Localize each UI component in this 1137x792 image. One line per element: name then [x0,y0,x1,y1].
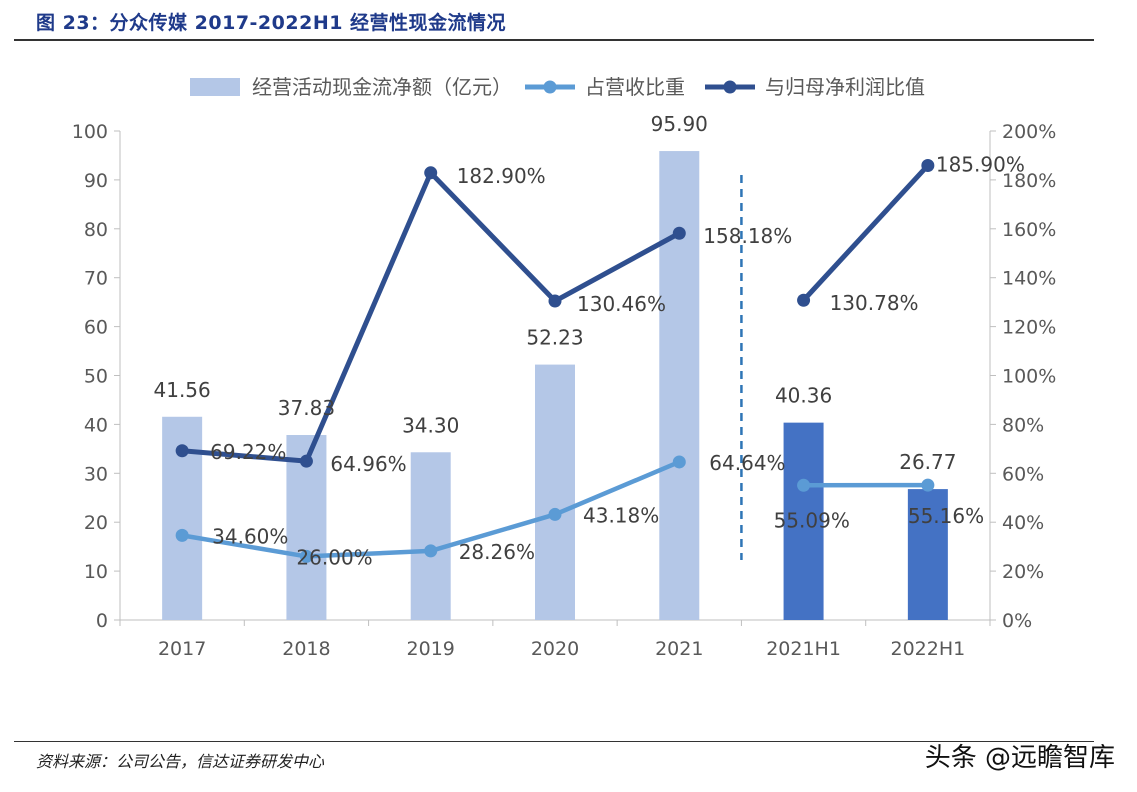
bar-value-label: 41.56 [154,378,211,402]
x-tick-label: 2021H1 [766,638,841,660]
y-right-tick-label: 140% [1002,268,1056,290]
point-net-profit-ratio [548,294,562,308]
point-net-profit-ratio [299,454,313,468]
x-tick-label: 2020 [531,638,579,660]
x-tick-label: 2021 [655,638,703,660]
bar-value-label: 26.77 [899,450,956,474]
bar-value-label: 95.90 [651,112,708,136]
line-net-profit-ratio [801,163,930,302]
point-revenue-share [672,455,686,469]
y-right-tick-label: 20% [1002,561,1044,583]
bar-2022H1 [907,489,948,620]
watermark: 头条 @远瞻智库 [924,743,1115,773]
figure-title: 图 23：分众传媒 2017-2022H1 经营性现金流情况 [36,12,507,34]
y-left-tick-label: 30 [84,463,108,485]
y-left-tick-label: 0 [96,610,108,632]
point-net-profit-ratio [424,166,438,180]
legend-label-bar: 经营活动现金流净额（亿元） [252,75,512,99]
y-left-tick-label: 50 [84,366,108,388]
y-right-tick-label: 180% [1002,170,1056,192]
y-right-tick-label: 200% [1002,121,1056,143]
bar-2019 [410,452,451,620]
point-net-profit-ratio [921,158,935,172]
y-right-tick-label: 0% [1002,610,1032,632]
line-value-label: 28.26% [459,540,535,564]
bar-2021 [659,151,700,620]
legend-swatch-marker [543,80,557,94]
y-left-tick-label: 70 [84,268,108,290]
line-value-label: 185.90% [936,152,1025,176]
legend-label-line: 占营收比重 [585,75,685,99]
line-value-label: 158.18% [703,224,792,248]
point-revenue-share [299,549,313,563]
x-tick-label: 2018 [282,638,330,660]
chart-legend: 经营活动现金流净额（亿元） 占营收比重 与归母净利润比值 [190,75,925,99]
x-tick-label: 2022H1 [890,638,965,660]
legend-swatch-marker [723,80,737,94]
point-net-profit-ratio [672,226,686,240]
point-revenue-share [797,478,811,492]
y-right-tick-label: 80% [1002,414,1044,436]
line-value-label: 64.64% [709,451,785,475]
y-left-tick-label: 80 [84,219,108,241]
bar-value-label: 37.83 [278,396,335,420]
point-revenue-share [921,478,935,492]
x-tick-label: 2019 [407,638,455,660]
bar-2021H1 [783,422,824,620]
line-series [175,158,935,563]
y-left-tick-label: 40 [84,414,108,436]
line-value-label: 130.46% [577,292,666,316]
line-value-label: 130.78% [830,291,919,315]
y-right-tick-label: 60% [1002,463,1044,485]
chart-axes: 0 10 20 30 40 50 60 70 80 90 100 0% 20% 40% 60% 80% 100%… [72,121,1057,660]
data-labels: 41.56 37.83 34.30 52.23 95.90 40.36 26.77 34.60… [154,112,1025,569]
y-left-tick-label: 100 [72,121,108,143]
x-tick-label: 2017 [158,638,206,660]
bar-value-label: 40.36 [775,384,832,408]
line-value-label: 34.60% [212,524,288,548]
line-value-label: 64.96% [330,452,406,476]
y-left-tick-label: 60 [84,317,108,339]
point-net-profit-ratio [175,444,189,458]
point-net-profit-ratio [797,293,811,307]
line-value-label: 55.09% [774,508,850,532]
line-value-label: 43.18% [583,503,659,527]
source-rule [14,741,1094,742]
point-revenue-share [175,528,189,542]
y-right-tick-label: 160% [1002,219,1056,241]
point-revenue-share [548,507,562,521]
bar-value-label: 34.30 [402,413,459,437]
y-left-tick-label: 10 [84,561,108,583]
line-value-label: 182.90% [457,164,546,188]
title-rule [14,39,1094,41]
y-right-tick-label: 40% [1002,512,1044,534]
point-revenue-share [424,544,438,558]
line-value-label: 55.16% [908,504,984,528]
y-right-tick-label: 100% [1002,366,1056,388]
legend-label-line: 与归母净利润比值 [765,75,925,99]
y-left-tick-label: 20 [84,512,108,534]
bar-2020 [535,364,575,620]
line-value-label: 26.00% [296,545,372,569]
y-right-tick-label: 120% [1002,317,1056,339]
legend-swatch-bar [190,78,240,96]
bar-value-label: 52.23 [526,326,583,350]
source-note: 资料来源：公司公告，信达证券研发中心 [36,752,325,771]
line-value-label: 69.22% [210,440,286,464]
y-left-tick-label: 90 [84,170,108,192]
